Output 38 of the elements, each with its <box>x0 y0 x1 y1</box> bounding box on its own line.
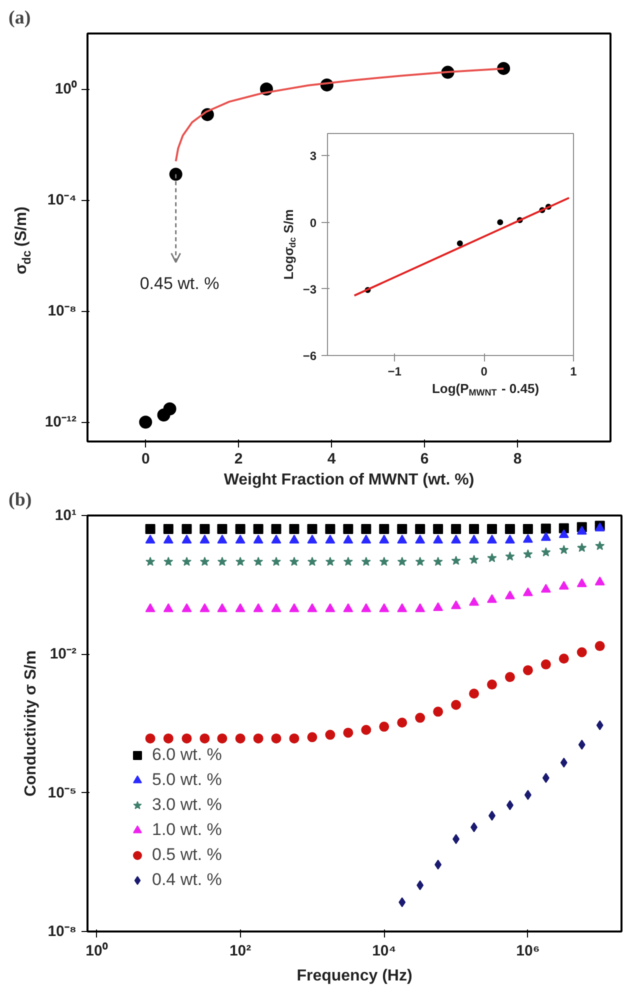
x-tick-label: −1 <box>388 364 402 378</box>
x-tick-label: 10⁴ <box>372 942 396 960</box>
x-tick-label: 0 <box>141 450 150 468</box>
y-tick-label: 10⁻⁴ <box>47 192 77 209</box>
y-tick-label: 0 <box>310 216 317 230</box>
annotation: 0.45 wt. % <box>140 274 220 294</box>
y-tick-label: 10¹ <box>54 507 77 524</box>
y-tick-label: 10⁻⁸ <box>48 923 77 940</box>
x-tick-label: 1 <box>570 364 578 378</box>
x-tick-label: 6 <box>420 450 429 468</box>
legend-label: 0.5 wt. % <box>152 845 222 865</box>
legend-label: 5.0 wt. % <box>152 770 222 790</box>
y-tick-label: −6 <box>302 349 317 363</box>
x-tick-label: 10² <box>229 942 252 960</box>
x-tick-label: 0 <box>480 364 488 378</box>
y-tick-label: 10⁻⁸ <box>48 302 77 320</box>
y-axis-title: σdc (S/m) <box>13 206 34 274</box>
x-tick-label: 8 <box>513 450 522 468</box>
y-tick-label: 3 <box>310 149 317 164</box>
y-tick-label: 10⁰ <box>54 80 78 98</box>
y-axis-title: Logσdc S/m <box>281 209 298 280</box>
chart-title: (a) <box>8 8 31 28</box>
y-tick-label: 10⁻² <box>50 646 77 663</box>
y-tick-label: 10⁻⁵ <box>48 784 77 802</box>
x-tick-label: 2 <box>234 450 243 468</box>
x-tick-label: 4 <box>327 450 336 468</box>
x-tick-label: 10⁶ <box>516 942 540 960</box>
legend-label: 3.0 wt. % <box>152 795 222 815</box>
legend-label: 1.0 wt. % <box>152 820 222 840</box>
legend-label: 6.0 wt. % <box>152 745 222 765</box>
x-axis-title: Weight Fraction of MWNT (wt. %) <box>224 472 474 488</box>
legend-label: 0.4 wt. % <box>152 870 222 890</box>
x-tick-label: 10⁰ <box>86 942 108 960</box>
y-tick-label: −3 <box>302 282 317 296</box>
chart-title: (b) <box>8 490 32 510</box>
x-axis-title: Frequency (Hz) <box>296 968 412 984</box>
y-axis-title: Conductivity σ S/m <box>22 650 40 797</box>
y-tick-label: 10⁻¹² <box>44 414 77 431</box>
